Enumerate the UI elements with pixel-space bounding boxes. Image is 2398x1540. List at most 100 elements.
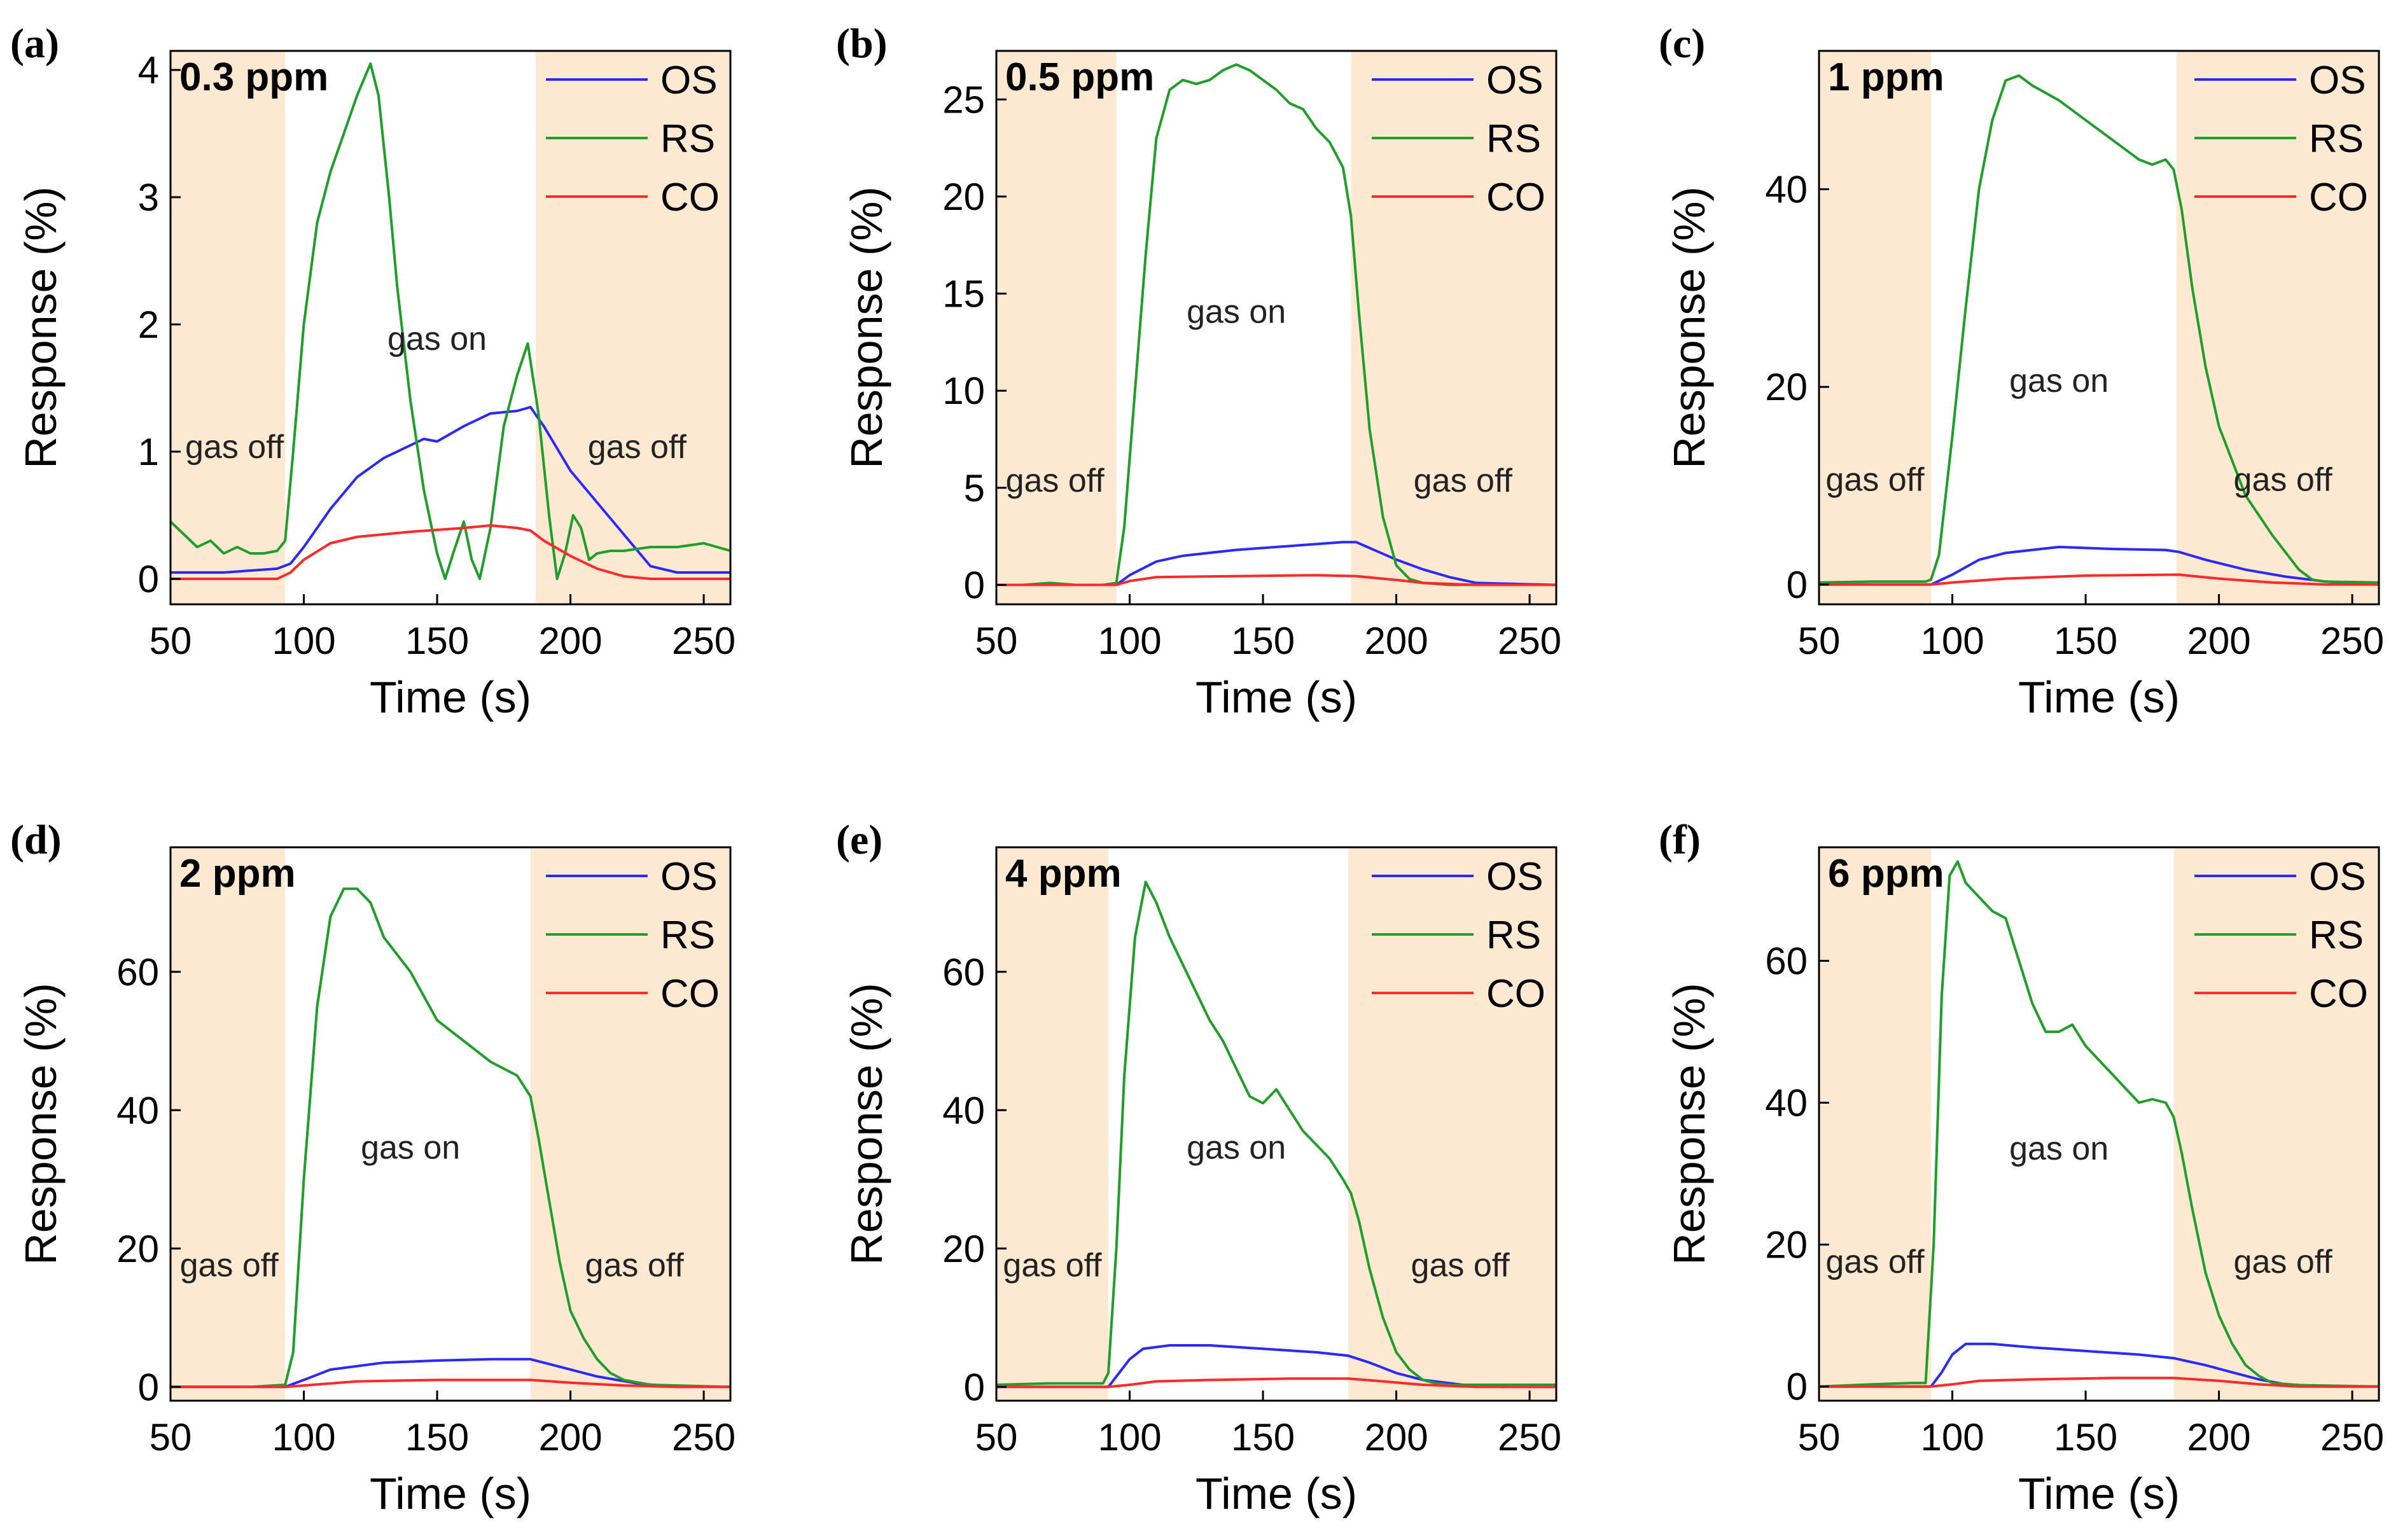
legend-label: RS bbox=[1486, 117, 1541, 161]
x-tick-label: 100 bbox=[1920, 620, 1984, 662]
annotation-label: gas on bbox=[361, 1129, 460, 1166]
concentration-label: 0.3 ppm bbox=[179, 55, 328, 99]
legend-label: CO bbox=[2309, 176, 2368, 219]
y-tick-label: 40 bbox=[1765, 169, 1808, 211]
y-tick-label: 60 bbox=[1765, 940, 1808, 982]
panel-letter: (a) bbox=[10, 20, 59, 67]
annotation-label: gas off bbox=[1825, 1244, 1925, 1280]
y-tick-label: 0 bbox=[964, 564, 985, 606]
chart-panel-c: 50 100 150 200 250 0 20 40 Time (s) Response (%) (… bbox=[1659, 20, 2384, 722]
series-line-co bbox=[1819, 1377, 2379, 1388]
concentration-label: 2 ppm bbox=[179, 852, 296, 896]
x-axis-label: Time (s) bbox=[2018, 672, 2180, 722]
x-tick-label: 150 bbox=[1231, 620, 1295, 662]
annotation-label: gas on bbox=[1187, 1129, 1286, 1166]
chart-panel-e: 50 100 150 200 250 0 20 40 60 Time (s) Response (%… bbox=[836, 817, 1561, 1518]
annotation-label: gas off bbox=[185, 429, 284, 466]
x-tick-label: 100 bbox=[272, 1416, 335, 1459]
gas-off-band bbox=[530, 847, 730, 1401]
y-tick-label: 20 bbox=[1765, 1224, 1808, 1266]
legend-label: RS bbox=[2309, 117, 2364, 161]
y-tick-label: 10 bbox=[942, 370, 985, 412]
series-line-rs bbox=[171, 887, 731, 1389]
x-tick-label: 150 bbox=[2054, 620, 2117, 662]
x-tick-label: 150 bbox=[1231, 1416, 1295, 1459]
x-tick-label: 50 bbox=[150, 1416, 192, 1459]
y-tick-label: 25 bbox=[942, 78, 985, 121]
panel-letter: (e) bbox=[836, 817, 882, 863]
x-tick-label: 200 bbox=[539, 1416, 603, 1459]
y-axis-label: Response (%) bbox=[1664, 186, 1714, 469]
x-tick-label: 100 bbox=[1920, 1416, 1984, 1459]
gas-off-band bbox=[1819, 847, 1931, 1401]
y-axis-label: Response (%) bbox=[842, 186, 891, 469]
series-line-os bbox=[1819, 545, 2380, 586]
y-tick-label: 0 bbox=[964, 1366, 985, 1408]
x-axis-label: Time (s) bbox=[1196, 1469, 1357, 1518]
legend-label: CO bbox=[2309, 972, 2368, 1016]
x-tick-label: 250 bbox=[2320, 620, 2384, 662]
x-tick-label: 50 bbox=[975, 620, 1018, 662]
gas-off-band bbox=[1348, 847, 1556, 1401]
y-axis-label: Response (%) bbox=[16, 983, 66, 1265]
legend-label: OS bbox=[2309, 59, 2366, 102]
legend-label: CO bbox=[1486, 176, 1545, 219]
series-line-rs bbox=[1818, 74, 2380, 584]
gas-off-band bbox=[171, 847, 286, 1401]
y-tick-label: 3 bbox=[138, 176, 159, 219]
y-tick-label: 40 bbox=[116, 1089, 159, 1132]
y-tick-label: 20 bbox=[942, 176, 985, 218]
annotation-label: gas off bbox=[1414, 462, 1513, 499]
y-tick-label: 1 bbox=[138, 431, 159, 473]
y-axis-label: Response (%) bbox=[1664, 983, 1714, 1265]
gas-off-band bbox=[996, 847, 1108, 1401]
gas-off-band bbox=[1819, 51, 1931, 604]
gas-off-band bbox=[536, 51, 730, 604]
panel-letter: (b) bbox=[836, 20, 888, 67]
legend-label: OS bbox=[1486, 59, 1544, 102]
legend-label: OS bbox=[1486, 855, 1544, 899]
x-tick-label: 150 bbox=[405, 620, 469, 662]
x-tick-label: 50 bbox=[975, 1416, 1018, 1459]
chart-panel-d: 50 100 150 200 250 0 20 40 60 Time (s) Response (%… bbox=[10, 817, 735, 1518]
x-tick-label: 200 bbox=[2187, 1416, 2251, 1459]
y-tick-label: 0 bbox=[138, 1366, 159, 1408]
y-axis-label: Response (%) bbox=[16, 186, 66, 469]
legend-label: OS bbox=[2309, 855, 2366, 899]
x-tick-label: 250 bbox=[1498, 1416, 1561, 1459]
y-tick-label: 20 bbox=[116, 1228, 159, 1270]
annotation-label: gas off bbox=[1825, 461, 1925, 498]
y-tick-label: 0 bbox=[138, 558, 159, 600]
annotation-label: gas off bbox=[1003, 1247, 1102, 1284]
concentration-label: 4 ppm bbox=[1005, 852, 1122, 896]
x-tick-label: 250 bbox=[672, 620, 735, 662]
y-tick-label: 15 bbox=[942, 273, 985, 316]
annotation-label: gas on bbox=[2009, 363, 2109, 399]
y-tick-label: 0 bbox=[1787, 1366, 1808, 1408]
series-line-os bbox=[171, 406, 730, 574]
x-tick-label: 100 bbox=[272, 620, 335, 662]
panel-letter: (d) bbox=[10, 817, 62, 863]
x-tick-label: 200 bbox=[539, 620, 603, 662]
gas-off-band bbox=[171, 51, 286, 604]
legend-label: RS bbox=[660, 117, 715, 161]
plot-frame bbox=[1818, 846, 2380, 1402]
y-tick-label: 40 bbox=[942, 1089, 985, 1132]
y-tick-label: 2 bbox=[138, 303, 159, 346]
panel-letter: (c) bbox=[1659, 20, 1705, 67]
series-line-os bbox=[996, 1344, 1556, 1389]
y-tick-label: 40 bbox=[1765, 1082, 1808, 1125]
legend-label: OS bbox=[660, 59, 718, 102]
legend-label: CO bbox=[1486, 972, 1545, 1016]
chart-panel-b: 50 100 150 200 250 0 5 10 15 20 25 Time (s) Response… bbox=[836, 20, 1561, 722]
y-axis-label: Response (%) bbox=[842, 983, 891, 1265]
gas-off-band bbox=[1351, 51, 1556, 604]
y-tick-label: 0 bbox=[1787, 564, 1808, 606]
legend-label: OS bbox=[660, 855, 718, 899]
x-axis-label: Time (s) bbox=[370, 672, 531, 722]
series-line-co bbox=[996, 574, 1556, 586]
annotation-label: gas off bbox=[2234, 461, 2333, 498]
annotation-label: gas off bbox=[2234, 1244, 2333, 1280]
chart-panel-f: 50 100 150 200 250 0 20 40 60 Time (s) Response (%… bbox=[1659, 817, 2384, 1518]
